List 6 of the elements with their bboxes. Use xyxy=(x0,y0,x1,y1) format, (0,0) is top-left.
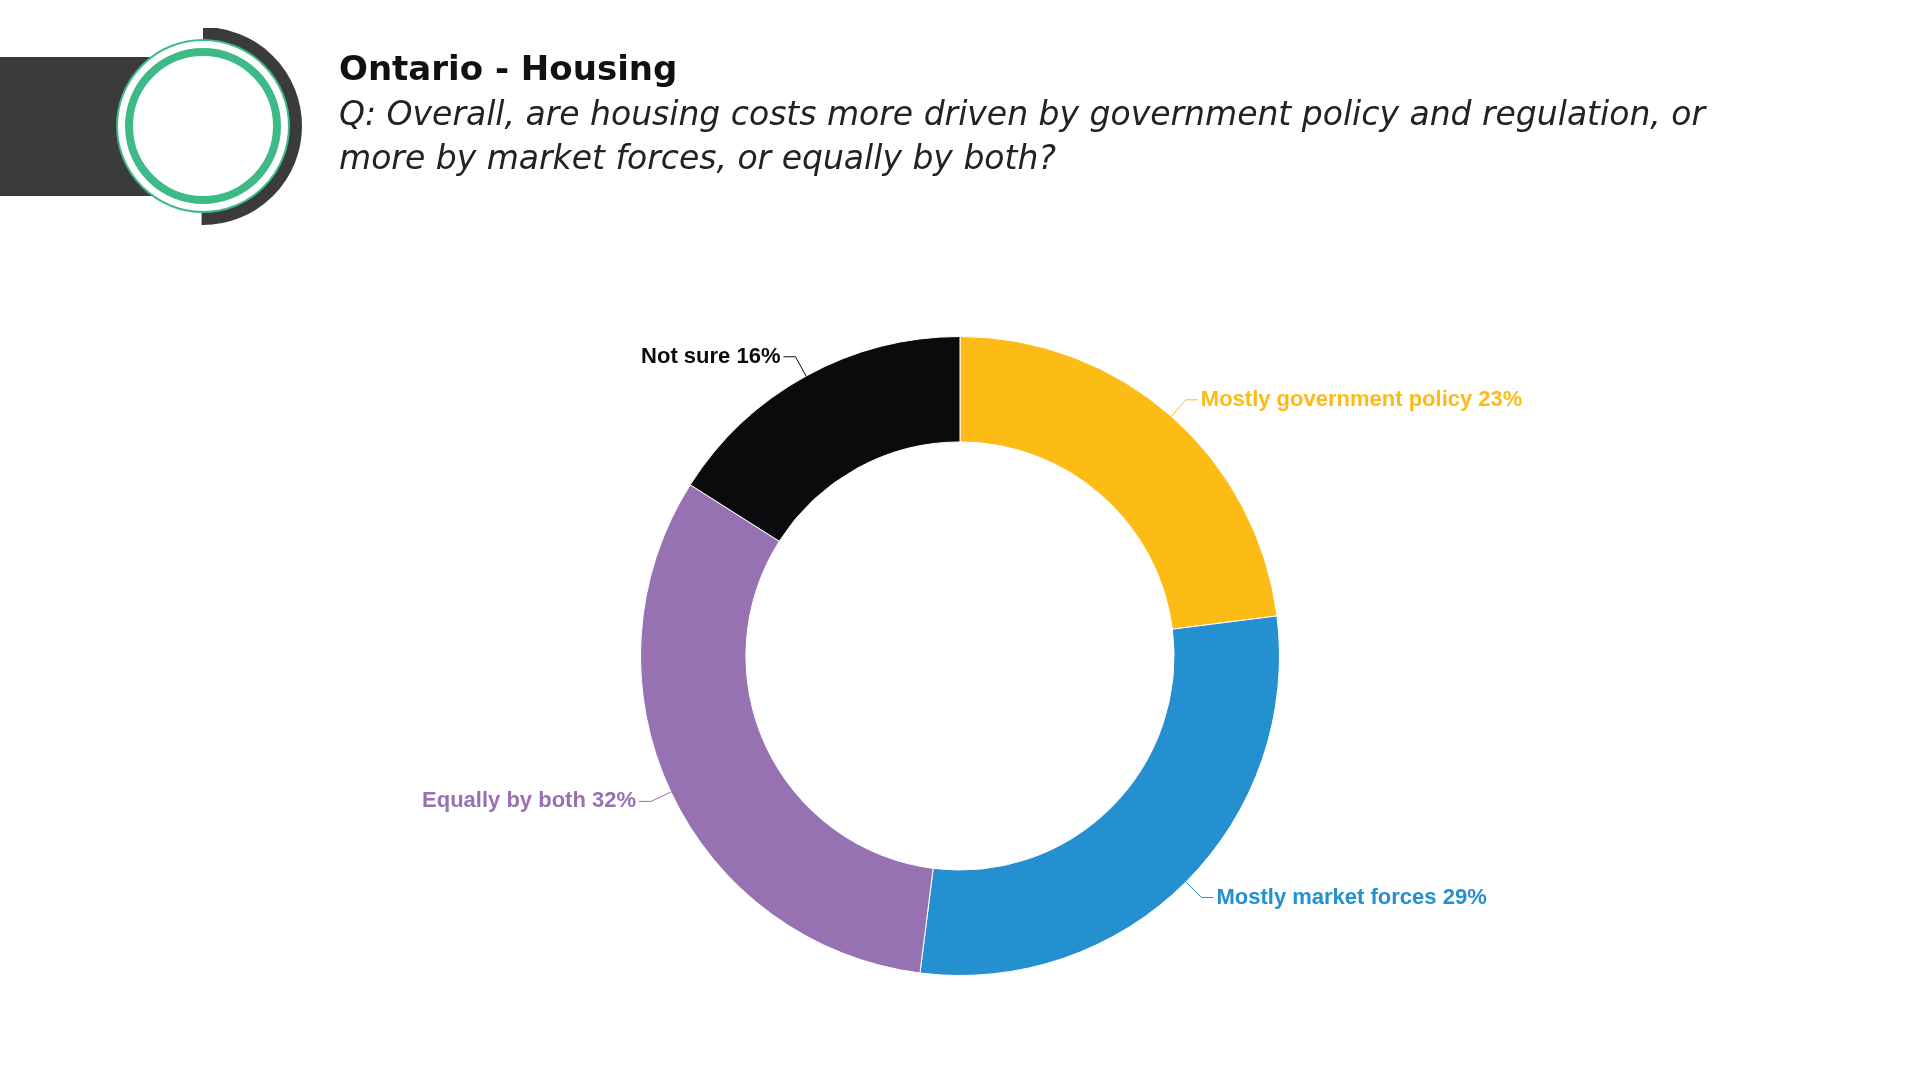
slice-label: Equally by both 32% xyxy=(422,787,636,813)
slice-label: Mostly government policy 23% xyxy=(1200,385,1523,411)
chart-subtitle: Q: Overall, are housing costs more driven by government policy and regulation, or more by market forces, or equally by both? xyxy=(339,93,1708,179)
slice-label: Mostly market forces 29% xyxy=(1216,883,1487,909)
slice-label: Not sure 16% xyxy=(641,342,781,368)
chart-title: Ontario - Housing xyxy=(339,48,678,88)
